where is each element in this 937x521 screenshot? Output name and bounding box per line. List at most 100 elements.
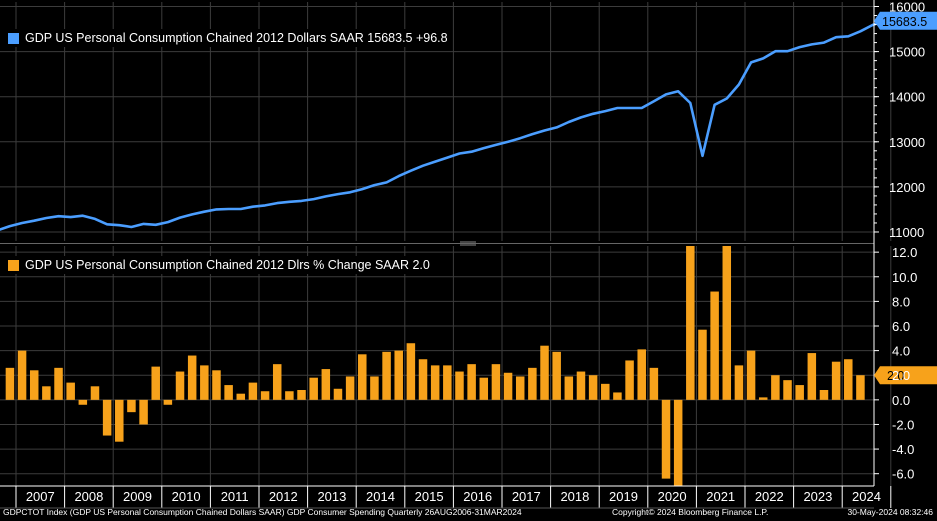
top-legend: GDP US Personal Consumption Chained 2012…: [4, 29, 452, 47]
footer-source: GDPCTOT Index (GDP US Personal Consumpti…: [3, 507, 522, 517]
change-bar: [686, 246, 695, 400]
change-bars: [5, 246, 865, 486]
change-bar: [42, 386, 51, 400]
consumption-line-group: [0, 19, 886, 231]
x-tick-label: 2023: [803, 489, 832, 504]
change-bar: [200, 365, 209, 400]
change-bar: [771, 375, 780, 400]
change-bar: [382, 351, 391, 400]
footer-timestamp: 30-May-2024 08:32:46: [847, 507, 933, 517]
change-bar: [17, 350, 27, 400]
change-bar: [394, 350, 403, 400]
change-bar: [224, 385, 233, 400]
x-tick-label: 2020: [658, 489, 687, 504]
top-tick-label: 12000: [889, 180, 925, 195]
footer-copyright: Copyright© 2024 Bloomberg Finance L.P.: [612, 507, 769, 517]
bottom-tick-label: 4.0: [892, 344, 910, 359]
change-bar: [795, 385, 804, 400]
line-swatch: [8, 32, 19, 44]
change-bar: [430, 365, 440, 400]
change-bar: [467, 364, 476, 400]
consumption-line: [0, 19, 886, 231]
change-bar: [746, 350, 756, 400]
axis-labels: 11000 12000 13000 14000 15000 16000 -6.0 -4.0 -2…: [26, 0, 925, 504]
x-tick-label: 2012: [269, 489, 298, 504]
change-bar: [358, 354, 367, 400]
x-tick-label: 2011: [221, 489, 249, 504]
change-bar: [673, 399, 683, 486]
bottom-tick-label: 0.0: [892, 393, 910, 408]
x-tick-label: 2010: [172, 489, 201, 504]
change-bar: [649, 367, 659, 400]
change-bar: [722, 246, 732, 400]
x-tick-label: 2015: [415, 489, 444, 504]
change-bar: [418, 359, 428, 400]
bottom-tick-label: 12.0: [892, 245, 917, 260]
bottom-tick-label: 10.0: [892, 270, 917, 285]
change-bar: [613, 392, 622, 400]
bottom-legend: GDP US Personal Consumption Chained 2012…: [4, 256, 434, 274]
top-tick-label: 11000: [889, 225, 924, 240]
change-bar: [29, 370, 39, 400]
x-tick-label: 2019: [609, 489, 638, 504]
change-bar: [163, 399, 173, 405]
change-bar: [260, 391, 270, 400]
change-bar: [564, 376, 574, 400]
change-bar: [127, 399, 136, 413]
bar-swatch: [8, 259, 19, 271]
change-bar: [236, 393, 246, 400]
top-tick-label: 14000: [889, 90, 925, 105]
bottom-tick-label: -6.0: [892, 467, 914, 482]
change-bar: [515, 376, 525, 400]
top-legend-text: GDP US Personal Consumption Chained 2012…: [25, 31, 448, 45]
change-bar: [661, 399, 671, 479]
bottom-tick-label: -2.0: [892, 417, 914, 432]
top-tick-label: 15000: [889, 45, 925, 60]
change-bar: [491, 364, 501, 400]
change-bar: [528, 367, 537, 400]
change-bar: [66, 382, 75, 400]
change-bar: [54, 367, 63, 400]
change-bar: [285, 391, 294, 400]
change-bar: [503, 372, 513, 400]
bottom-tick-label: -4.0: [892, 442, 914, 457]
change-bar: [637, 349, 646, 400]
change-bar: [139, 399, 148, 425]
change-bar: [625, 360, 634, 400]
change-bar: [783, 380, 792, 400]
x-tick-label: 2017: [512, 489, 541, 504]
change-bar: [102, 399, 112, 436]
change-bar: [734, 365, 744, 400]
change-bar: [272, 364, 282, 400]
change-bar: [807, 353, 817, 400]
change-bar: [819, 390, 829, 400]
change-bar: [831, 361, 841, 400]
change-bar: [115, 399, 124, 442]
x-tick-label: 2014: [366, 489, 395, 504]
change-bar: [443, 365, 452, 400]
bottom-tick-label: 8.0: [892, 294, 910, 309]
change-bar: [248, 382, 258, 400]
bottom-legend-text: GDP US Personal Consumption Chained 2012…: [25, 258, 430, 272]
change-bar: [78, 399, 88, 405]
change-bar: [576, 371, 586, 400]
top-tick-label: 16000: [889, 0, 925, 15]
change-bar: [455, 371, 464, 400]
change-bar: [844, 359, 853, 400]
x-tick-label: 2009: [123, 489, 152, 504]
change-bar: [856, 375, 865, 400]
x-tick-label: 2013: [317, 489, 346, 504]
change-bar: [333, 388, 343, 400]
top-tick-label: 13000: [889, 135, 925, 150]
change-bar: [601, 383, 610, 400]
change-bar: [212, 370, 221, 400]
axes: 15683.5 2.0: [0, 0, 937, 509]
change-bar: [479, 377, 489, 400]
change-bar: [588, 375, 598, 400]
change-bar: [758, 397, 768, 400]
last-value-tag-bottom: [874, 366, 937, 385]
bottom-tick-label: 2.0: [892, 368, 910, 383]
change-bar: [710, 291, 719, 400]
x-tick-label: 2022: [755, 489, 784, 504]
